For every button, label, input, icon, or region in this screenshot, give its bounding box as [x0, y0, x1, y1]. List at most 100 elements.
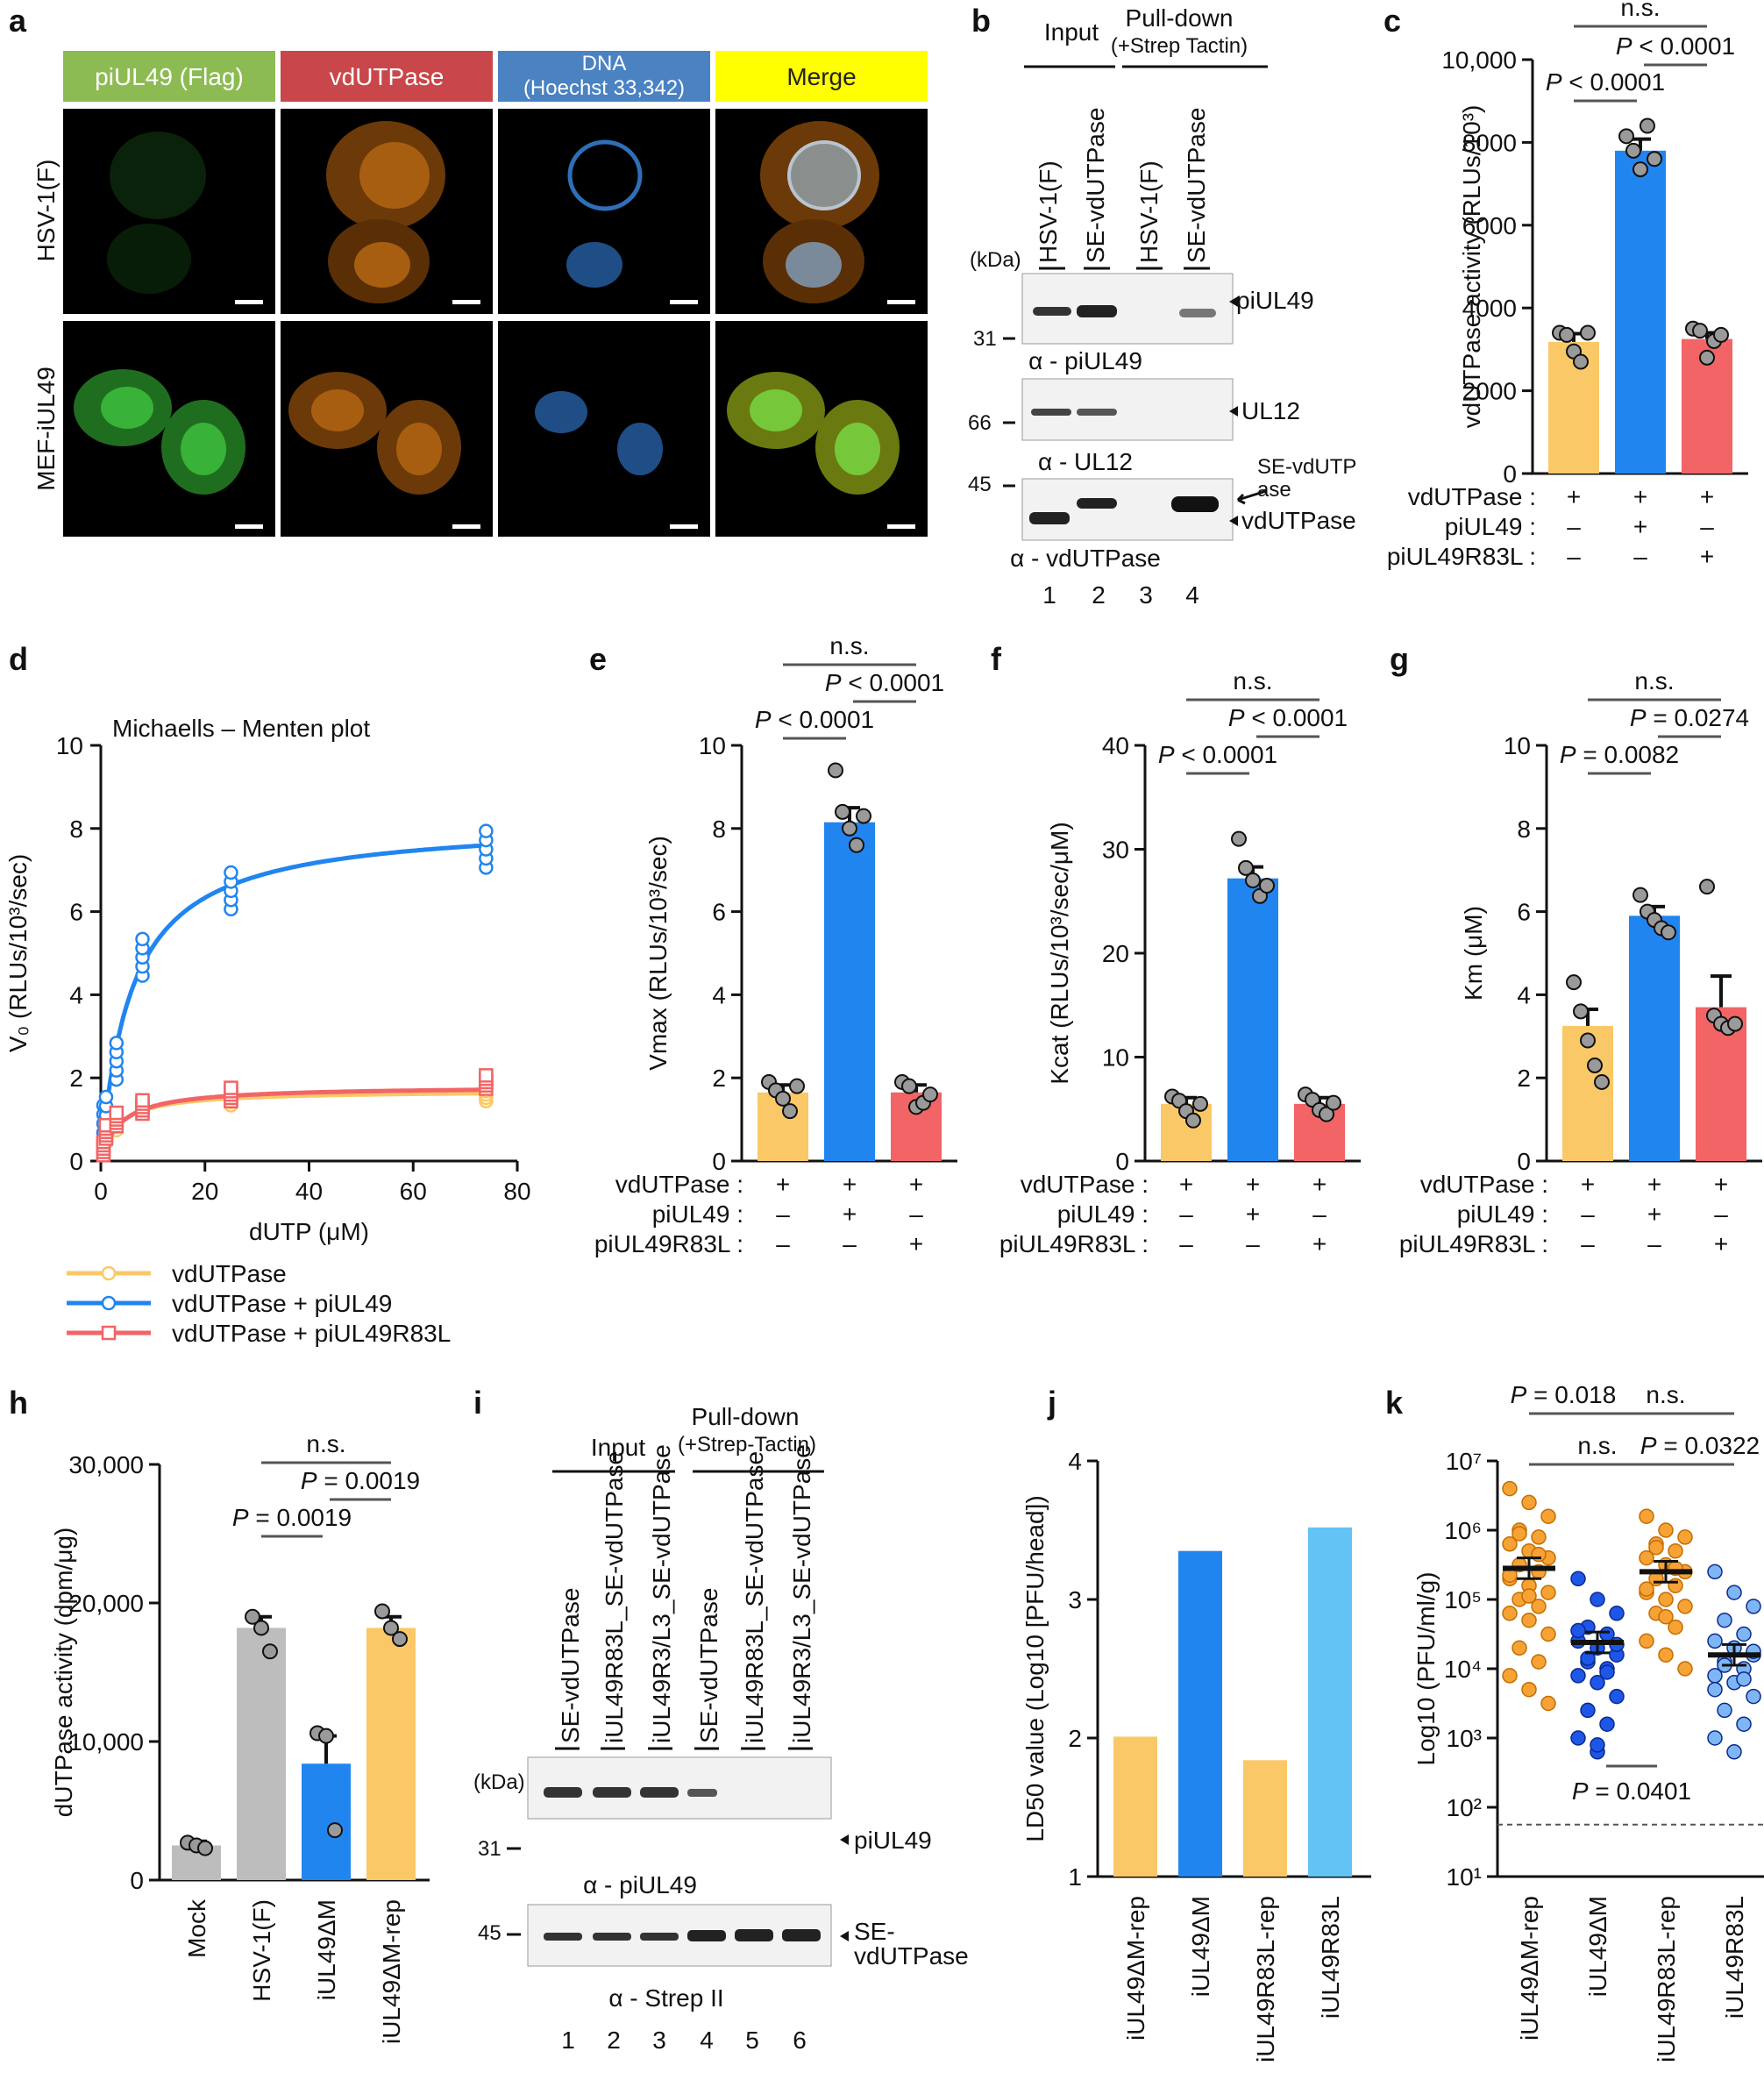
legend-label: vdUTPase	[172, 1260, 287, 1287]
data-point	[1531, 1654, 1547, 1670]
stat-label: P = 0.018	[1511, 1381, 1617, 1408]
stat-label: n.s.	[306, 1430, 345, 1457]
y-tick-label: 10	[1102, 1044, 1129, 1072]
sign: –	[1246, 1230, 1260, 1257]
x-category-label: iUL49R83L-rep	[1653, 1896, 1680, 2062]
panel-letter-f: f	[991, 641, 1002, 677]
data-point	[1590, 1675, 1605, 1691]
sign: +	[1714, 1171, 1728, 1198]
i-lane-num-3: 3	[652, 2027, 666, 2054]
stat-label: P < 0.0001	[1546, 68, 1665, 96]
data-point	[135, 931, 150, 947]
data-point	[253, 1620, 269, 1636]
mm-curve-2	[100, 1087, 486, 1157]
y-tick-label: 6	[712, 899, 726, 926]
sign: –	[1714, 1200, 1728, 1228]
data-point	[1639, 1508, 1654, 1524]
y-axis-label: LD50 value (Log10 [PFU/head])	[1021, 1495, 1049, 1841]
panel-letter-e: e	[589, 641, 607, 677]
y-tick-label: 4	[1517, 981, 1531, 1008]
sign: +	[909, 1171, 923, 1198]
y-tick-label: 6	[69, 899, 83, 926]
y-tick-label: 10	[56, 732, 83, 759]
y-tick-label: 30	[1102, 837, 1129, 864]
y-tick-label: 10⁶	[1444, 1517, 1482, 1544]
stat-label: P < 0.0001	[1228, 704, 1348, 731]
b-ab-piul49: α - piUL49	[1028, 347, 1142, 374]
data-point	[1677, 1599, 1693, 1614]
y-axis-label: Kcat (RLUs/10³/sec/μM)	[1046, 822, 1073, 1084]
x-category-label: iUL49ΔM-rep	[1516, 1896, 1543, 2041]
data-point	[1599, 1716, 1615, 1732]
data-point	[1736, 1626, 1752, 1642]
y-tick-label: 0	[1503, 460, 1517, 488]
data-point	[1647, 151, 1662, 167]
y-tick-label: 1	[1068, 1863, 1082, 1891]
data-point	[224, 865, 238, 880]
bar-3	[366, 1628, 416, 1880]
panel-letter-k: k	[1385, 1385, 1404, 1421]
data-point	[374, 1603, 390, 1620]
data-point	[224, 1080, 238, 1095]
data-point	[1717, 1612, 1732, 1628]
y-tick-label: 8	[712, 816, 726, 843]
sign: –	[843, 1230, 857, 1257]
i-lane-1: SE-vdUTPase	[557, 1588, 584, 1743]
header-vdutpase	[281, 51, 493, 102]
data-point	[1502, 1480, 1518, 1497]
b-marker-31: 31	[973, 327, 997, 351]
sign: +	[776, 1171, 790, 1198]
data-point	[1668, 1578, 1683, 1593]
i-lane-num-6: 6	[793, 2027, 807, 2054]
data-point	[479, 823, 494, 838]
b-label-vdutpase: vdUTPase	[1241, 507, 1356, 534]
chart-title: Michaells – Menten plot	[112, 715, 370, 742]
sign: +	[1700, 543, 1714, 570]
data-point	[1736, 1716, 1752, 1732]
data-point	[1699, 349, 1715, 366]
data-point	[1727, 1015, 1743, 1032]
row-label: piUL49 :	[1457, 1200, 1548, 1228]
y-tick-label: 10²	[1447, 1794, 1482, 1821]
i-marker-31: 31	[478, 1837, 501, 1861]
y-tick-label: 2000	[1462, 378, 1517, 405]
data-point	[479, 1068, 494, 1083]
x-category-label: HSV-1(F)	[248, 1899, 275, 2002]
data-point	[1245, 873, 1261, 889]
b-lane-1: HSV-1(F)	[1035, 160, 1062, 263]
data-point	[1573, 353, 1589, 370]
header-dna	[498, 51, 710, 102]
data-point	[383, 1620, 399, 1636]
data-point	[1511, 1640, 1527, 1656]
y-tick-label: 2	[712, 1065, 726, 1092]
y-tick-label: 20,000	[68, 1590, 144, 1617]
i-lane-num-5: 5	[745, 2027, 759, 2054]
sign: +	[1581, 1171, 1595, 1198]
row-label: vdUTPase :	[615, 1171, 743, 1198]
b-label-piul49: piUL49	[1236, 287, 1314, 314]
y-tick-label: 30,000	[68, 1451, 144, 1478]
x-tick-label: 0	[94, 1178, 108, 1205]
data-point	[1587, 1057, 1603, 1073]
data-point	[1639, 1549, 1654, 1566]
data-point	[1590, 1592, 1605, 1607]
data-point	[98, 1089, 114, 1105]
y-tick-label: 6	[1517, 899, 1531, 926]
bar-1	[824, 822, 875, 1161]
data-point	[109, 1105, 124, 1121]
y-tick-label: 40	[1102, 732, 1129, 759]
b-lane-2: SE-vdUTPase	[1082, 108, 1109, 263]
sign: –	[1312, 1200, 1327, 1228]
data-point	[1668, 1619, 1683, 1635]
data-point	[1658, 1592, 1674, 1607]
stat-label: n.s.	[1646, 1381, 1685, 1408]
sign: +	[1246, 1171, 1260, 1198]
b-lane-num-1: 1	[1042, 581, 1056, 609]
panel-letter-g: g	[1390, 641, 1409, 677]
data-point	[1677, 1661, 1693, 1677]
data-point	[1570, 1668, 1586, 1684]
i-ab-piul49: α - piUL49	[583, 1871, 697, 1898]
i-lane-3: iUL49R3/L3_SE-vdUTPase	[648, 1444, 675, 1743]
sign: –	[776, 1200, 790, 1228]
data-point	[392, 1631, 408, 1648]
